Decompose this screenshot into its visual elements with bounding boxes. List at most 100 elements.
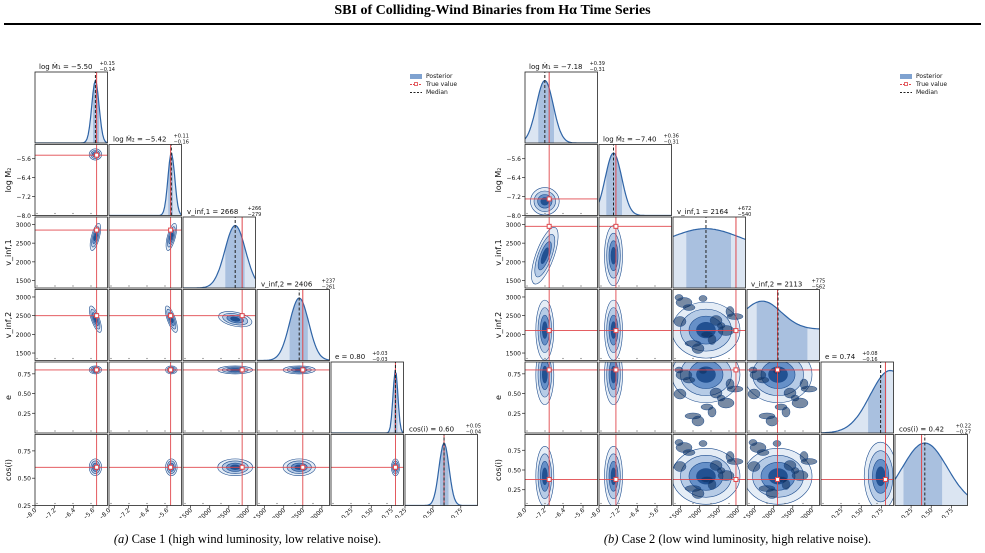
ref-dot [184, 357, 186, 360]
noise-blob [756, 449, 770, 456]
true-value-marker [613, 328, 619, 334]
marginal-title-err-plus: +0.03 [372, 351, 387, 357]
ref-dot [312, 502, 314, 505]
y-tick-label: −6.4 [16, 175, 31, 182]
ref-dot [54, 430, 56, 432]
ref-dot [692, 430, 694, 432]
cell-3-2 [672, 289, 746, 361]
cell-frame [598, 434, 672, 506]
noise-blob [698, 295, 708, 302]
x-tick-label: 0.50 [850, 507, 865, 518]
cell-content [257, 289, 330, 361]
true-value-marker [168, 313, 174, 319]
x-tick-label: 0.25 [830, 507, 845, 518]
legend-label: Median [916, 89, 938, 96]
ref-dot [766, 430, 768, 432]
y-tick-label: 2000 [506, 259, 521, 266]
y-tick-label: −5.6 [506, 156, 521, 163]
noise-blob [698, 367, 708, 375]
cell-0-0 [34, 71, 108, 144]
ref-dot [184, 502, 186, 505]
ref-dot [544, 285, 546, 287]
marginal-title-err-minus: −562 [812, 285, 826, 291]
x-tick-label: 0.75 [870, 507, 885, 518]
marginal-title: log Ṁ₁ = −7.18 +0.39−0.31 [529, 61, 605, 73]
y-tick-label: 2500 [506, 313, 521, 320]
cell-content [673, 434, 746, 506]
cell-4-2 [182, 361, 256, 434]
x-tick-label: 0.50 [920, 507, 935, 518]
cell-content [821, 362, 894, 433]
cell-content [405, 434, 478, 506]
cell-5-4 [820, 434, 894, 506]
true-value-marker [94, 464, 100, 470]
cell-content [35, 72, 108, 143]
x-tick-label: 1500 [742, 507, 758, 518]
ref-dot [258, 502, 260, 505]
ref-dot [674, 430, 676, 432]
x-tick-label: −5.6 [645, 507, 660, 518]
cell-4-0 [524, 361, 598, 434]
x-tick-label: 0.75 [450, 507, 465, 518]
x-tick-label: 1500 [668, 507, 684, 518]
y-tick-label: −5.6 [16, 156, 31, 163]
x-tick-label: 0.25 [900, 507, 915, 518]
ref-dot [618, 357, 620, 360]
ref-dot [562, 212, 564, 215]
y-tick-label: 0.75 [18, 448, 32, 455]
cell-content [109, 144, 182, 216]
x-tick-label: −5.6 [81, 507, 96, 518]
cell-content [673, 289, 746, 361]
ref-dot [636, 430, 638, 432]
y-axis-label: cos(i) [5, 459, 13, 481]
true-value-marker [733, 328, 739, 334]
ref-dot [220, 357, 222, 360]
ref-dot [618, 502, 620, 505]
true-value-marker [546, 328, 552, 334]
cell-3-2 [182, 289, 256, 361]
true-value-marker [94, 227, 100, 233]
y-axis-label: v_inf,2 [495, 312, 503, 338]
cell-frame [34, 216, 108, 289]
marginal-title-text: log Ṁ₂ = −5.42 [113, 135, 167, 144]
marginal-title: v_inf,1 = 2164 +672−540 [677, 206, 751, 218]
noise-blob [698, 440, 708, 447]
ref-dot [544, 430, 546, 432]
marginal-curve [183, 224, 256, 288]
ref-dot [526, 212, 528, 215]
y-tick-label: 2000 [16, 259, 31, 266]
true-value-marker [546, 223, 552, 229]
cell-content [525, 217, 598, 288]
marginal-title-text: v_inf,1 = 2164 [677, 208, 729, 216]
y-tick-label: 0.75 [508, 448, 522, 455]
marginal-title: log Ṁ₁ = −5.50 +0.15−0.14 [39, 61, 115, 73]
cell-frame [672, 434, 746, 506]
ref-dot [802, 430, 804, 432]
cell-2-1 [108, 216, 182, 289]
credible-interval-fill [868, 371, 887, 433]
x-tick-label: −7.2 [532, 507, 547, 518]
ref-dot [876, 502, 878, 505]
x-tick-label: 2000 [271, 507, 287, 518]
x-tick-label: 0.75 [940, 507, 955, 518]
x-tick-label: −8.0 [97, 507, 112, 518]
cell-frame [672, 289, 746, 361]
marginal-title-err-minus: −540 [738, 212, 752, 218]
ref-dot [580, 430, 582, 432]
ref-dot [386, 502, 388, 505]
x-tick-label: −7.2 [42, 507, 57, 518]
ref-dot [128, 285, 130, 287]
credible-interval-fill [538, 80, 554, 143]
ref-dot [72, 357, 74, 360]
marginal-title: log Ṁ₂ = −5.42 +0.11−0.16 [113, 134, 189, 146]
legend-posterior-swatch [900, 74, 912, 79]
cell-3-1 [598, 289, 672, 361]
cell-content [525, 144, 598, 216]
cell-4-2 [672, 361, 746, 434]
cell-5-1 [108, 434, 182, 506]
true-value-marker [300, 367, 306, 373]
y-tick-label: 0.25 [508, 411, 522, 418]
cell-content [35, 217, 108, 288]
ref-dot [654, 285, 656, 287]
noise-blob [800, 458, 818, 465]
